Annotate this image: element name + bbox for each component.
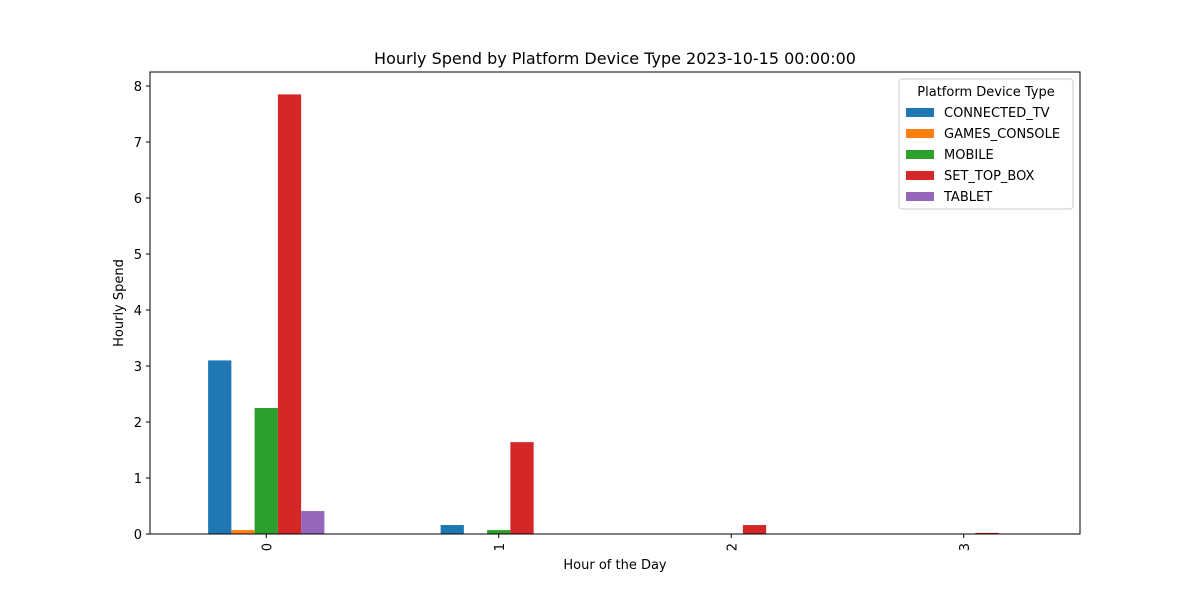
chart-title: Hourly Spend by Platform Device Type 202… [374,49,856,68]
legend-title: Platform Device Type [917,85,1054,100]
y-tick-label: 6 [134,192,142,207]
bar-connected-tv-hour-1 [440,525,464,534]
legend-box [898,78,1074,210]
legend-label-mobile: MOBILE [944,148,994,163]
bar-connected-tv-hour-0 [208,360,232,534]
legend-swatch-connected-tv [906,108,934,117]
bar-set-top-box-hour-2 [742,525,767,534]
bars-group [208,94,999,535]
bar-set-top-box-hour-0 [277,94,302,535]
x-tick-label: 3 [958,543,973,551]
y-tick-label: 4 [134,304,142,319]
legend-swatch-mobile [906,150,934,159]
x-axis-label: Hour of the Day [563,558,667,573]
y-axis: 0 1 2 3 4 5 6 7 8 [134,80,150,543]
y-tick-label: 0 [134,528,142,543]
bar-set-top-box-hour-1 [510,442,534,534]
legend-label-set-top-box: SET_TOP_BOX [944,169,1035,184]
legend-swatch-games-console [906,129,934,138]
y-tick-label: 3 [134,360,142,375]
legend-label-connected-tv: CONNECTED_TV [944,106,1050,121]
y-tick-label: 8 [134,80,142,95]
legend-swatch-set-top-box [906,171,934,180]
bar-mobile-hour-0 [254,408,278,534]
bar-games-console-hour-0 [231,530,255,534]
legend-items: CONNECTED_TV GAMES_CONSOLE MOBILE SET_TOP_B… [906,106,1060,205]
legend: Platform Device Type CONNECTED_TV GAMES_C… [898,78,1074,210]
y-tick-label: 2 [134,416,142,431]
y-tick-label: 1 [134,472,142,487]
bar-set-top-box-hour-3 [975,532,999,534]
plot-frame [149,71,1081,535]
y-tick-label: 5 [134,248,142,263]
y-axis-label: Hourly Spend [112,259,127,347]
legend-label-tablet: TABLET [943,190,992,205]
y-tick-label: 7 [134,136,142,151]
bar-tablet-hour-0 [301,511,325,534]
x-tick-label: 2 [725,543,740,551]
legend-swatch-tablet [906,192,934,201]
legend-label-games-console: GAMES_CONSOLE [944,127,1060,142]
bar-mobile-hour-1 [487,530,511,534]
x-tick-label: 1 [493,543,508,551]
x-axis: 0 1 2 3 [260,534,973,551]
x-tick-label: 0 [260,543,275,551]
